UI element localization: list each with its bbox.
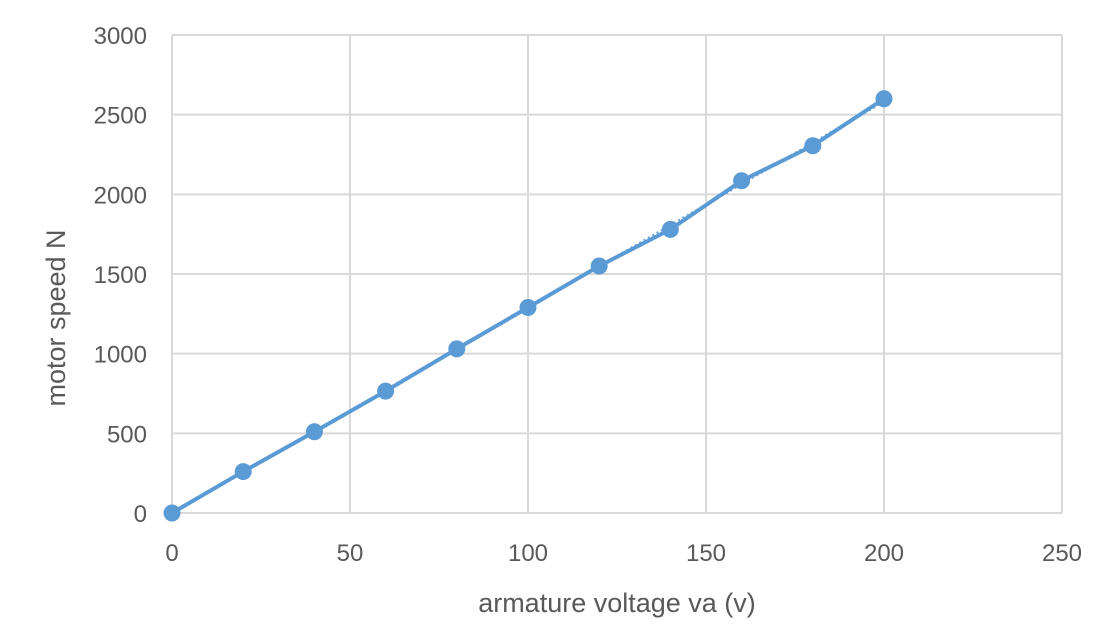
y-tick-label: 500 bbox=[107, 421, 147, 448]
x-tick-label: 200 bbox=[864, 540, 904, 567]
y-tick-label: 2000 bbox=[94, 182, 147, 209]
data-point bbox=[661, 220, 679, 238]
x-axis-title: armature voltage va (v) bbox=[478, 588, 756, 618]
data-point bbox=[733, 172, 751, 190]
data-point bbox=[448, 340, 466, 358]
data-point bbox=[875, 90, 893, 108]
data-point bbox=[804, 137, 822, 155]
y-tick-label: 1500 bbox=[94, 262, 147, 289]
x-tick-labels: 0 50 100 150 200 250 bbox=[165, 540, 1082, 567]
data-point bbox=[590, 257, 608, 275]
data-point bbox=[519, 298, 537, 316]
data-point bbox=[377, 382, 395, 400]
x-tick-label: 150 bbox=[686, 540, 726, 567]
data-point bbox=[163, 504, 181, 522]
data-point bbox=[234, 463, 252, 481]
series-layer bbox=[163, 90, 893, 522]
y-tick-labels: 0 500 1000 1500 2000 2500 3000 bbox=[94, 23, 147, 528]
grid-layer bbox=[171, 34, 1063, 514]
y-tick-label: 2500 bbox=[94, 103, 147, 130]
x-tick-label: 250 bbox=[1042, 540, 1082, 567]
x-tick-label: 50 bbox=[337, 540, 364, 567]
y-tick-label: 0 bbox=[134, 501, 147, 528]
y-axis-title: motor speed N bbox=[41, 229, 71, 406]
y-tick-label: 3000 bbox=[94, 23, 147, 50]
x-tick-label: 100 bbox=[508, 540, 548, 567]
x-tick-label: 0 bbox=[165, 540, 178, 567]
data-point bbox=[305, 423, 323, 441]
y-tick-label: 1000 bbox=[94, 342, 147, 369]
